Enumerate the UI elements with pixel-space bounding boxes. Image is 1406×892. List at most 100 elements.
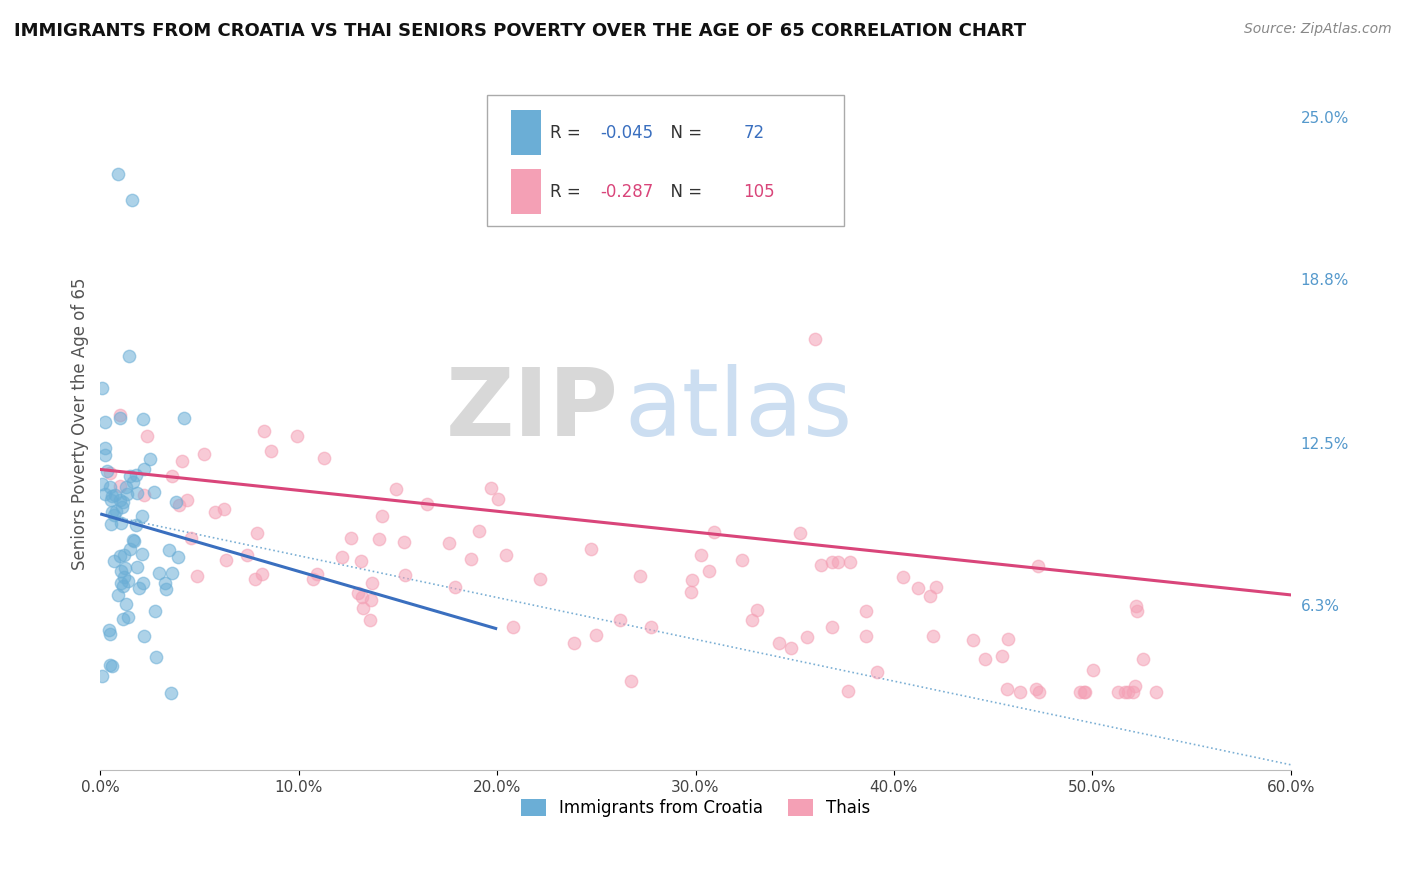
Point bbox=[479, 482, 502, 496]
Text: 72: 72 bbox=[744, 124, 765, 142]
Point bbox=[371, 509, 394, 524]
Text: R =: R = bbox=[550, 183, 586, 201]
Text: N =: N = bbox=[659, 124, 707, 142]
Point bbox=[120, 541, 142, 556]
Point bbox=[108, 409, 131, 423]
Point bbox=[697, 564, 720, 578]
Point bbox=[640, 620, 662, 634]
Point bbox=[204, 505, 226, 519]
Point bbox=[1107, 684, 1129, 698]
Point bbox=[962, 633, 984, 648]
Point bbox=[1126, 604, 1149, 618]
Point bbox=[122, 533, 145, 548]
Point bbox=[104, 504, 127, 518]
Point bbox=[443, 580, 465, 594]
Point bbox=[741, 614, 763, 628]
Point bbox=[132, 576, 155, 591]
Point bbox=[91, 668, 114, 682]
Point bbox=[94, 415, 117, 429]
Point bbox=[679, 584, 702, 599]
Point bbox=[1132, 651, 1154, 665]
Point bbox=[162, 468, 184, 483]
Point bbox=[253, 424, 276, 438]
Point bbox=[104, 488, 127, 502]
Text: atlas: atlas bbox=[624, 364, 852, 456]
Point bbox=[159, 686, 181, 700]
Point bbox=[359, 613, 381, 627]
Point bbox=[176, 493, 198, 508]
Point bbox=[855, 604, 877, 618]
Point bbox=[103, 508, 125, 522]
Point bbox=[98, 480, 121, 494]
Point bbox=[131, 547, 153, 561]
Point bbox=[821, 555, 844, 569]
Point bbox=[101, 658, 124, 673]
Point bbox=[131, 508, 153, 523]
Point bbox=[330, 549, 353, 564]
Point bbox=[100, 517, 122, 532]
Point bbox=[117, 610, 139, 624]
Point bbox=[125, 518, 148, 533]
Point bbox=[585, 628, 607, 642]
Text: ZIP: ZIP bbox=[446, 364, 619, 456]
Point bbox=[285, 429, 308, 443]
Point bbox=[186, 569, 208, 583]
Point bbox=[1144, 684, 1167, 698]
Y-axis label: Seniors Poverty Over the Age of 65: Seniors Poverty Over the Age of 65 bbox=[72, 277, 89, 570]
Point bbox=[143, 604, 166, 618]
Bar bbox=[510, 169, 541, 214]
Text: IMMIGRANTS FROM CROATIA VS THAI SENIORS POVERTY OVER THE AGE OF 65 CORRELATION C: IMMIGRANTS FROM CROATIA VS THAI SENIORS … bbox=[14, 22, 1026, 40]
Point bbox=[1025, 681, 1047, 696]
Point bbox=[148, 566, 170, 581]
Point bbox=[98, 467, 121, 481]
Point bbox=[114, 480, 136, 494]
Point bbox=[1073, 684, 1095, 698]
Point bbox=[122, 475, 145, 490]
Point bbox=[1123, 679, 1146, 693]
Point bbox=[681, 573, 703, 587]
Point bbox=[920, 590, 942, 604]
Point bbox=[1114, 684, 1136, 698]
Point bbox=[110, 516, 132, 530]
Point bbox=[246, 525, 269, 540]
Point bbox=[115, 487, 138, 501]
Point bbox=[1026, 559, 1049, 574]
Point bbox=[1116, 684, 1139, 698]
Point bbox=[796, 630, 818, 644]
Point bbox=[139, 451, 162, 466]
Point bbox=[94, 449, 117, 463]
Point bbox=[768, 636, 790, 650]
Point bbox=[153, 576, 176, 591]
Point bbox=[115, 597, 138, 611]
Point bbox=[91, 381, 114, 395]
Point bbox=[132, 628, 155, 642]
Point bbox=[922, 629, 945, 643]
Point bbox=[347, 586, 370, 600]
Point bbox=[780, 640, 803, 655]
Point bbox=[100, 493, 122, 508]
Point bbox=[91, 476, 114, 491]
Point bbox=[1081, 663, 1104, 677]
Point bbox=[789, 526, 811, 541]
Text: Source: ZipAtlas.com: Source: ZipAtlas.com bbox=[1244, 22, 1392, 37]
Legend: Immigrants from Croatia, Thais: Immigrants from Croatia, Thais bbox=[515, 792, 877, 824]
Point bbox=[460, 551, 482, 566]
Point bbox=[98, 658, 121, 673]
Point bbox=[243, 572, 266, 586]
Point bbox=[117, 574, 139, 588]
Point bbox=[94, 441, 117, 455]
Point bbox=[439, 536, 461, 550]
Point bbox=[416, 497, 439, 511]
Point bbox=[108, 410, 131, 425]
Point bbox=[134, 488, 156, 502]
Point bbox=[302, 573, 325, 587]
Text: R =: R = bbox=[550, 124, 586, 142]
Point bbox=[132, 411, 155, 425]
Point bbox=[907, 581, 929, 595]
Point bbox=[111, 500, 134, 514]
Point bbox=[925, 580, 948, 594]
Point bbox=[107, 588, 129, 602]
Point bbox=[134, 462, 156, 476]
Point bbox=[821, 620, 844, 634]
Point bbox=[361, 576, 384, 591]
